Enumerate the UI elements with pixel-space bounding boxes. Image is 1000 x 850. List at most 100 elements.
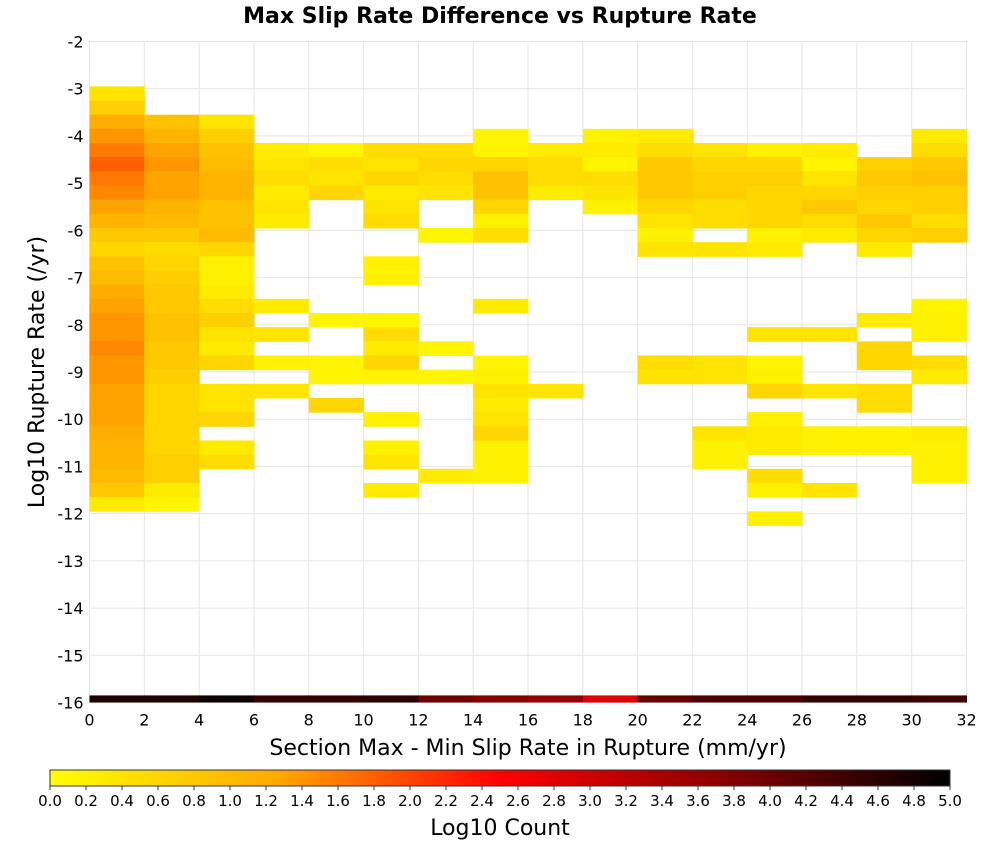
x-axis-ticks: 0 2 4 6 8 10 12 14 16 18 20 22 24 26 28 30 32 [84, 711, 976, 730]
x-tick-label: 6 [249, 711, 259, 730]
colorbar-tick-label: 4.2 [794, 792, 818, 810]
heatmap-cell [308, 143, 365, 158]
heatmap-cell [747, 171, 803, 187]
heatmap-cell [363, 341, 419, 356]
heatmap-cell [528, 185, 584, 201]
heatmap-cell [473, 185, 529, 201]
heatmap-cell [911, 227, 967, 243]
heatmap-cell [363, 412, 419, 427]
heatmap-cell [747, 185, 803, 201]
heatmap-cell [89, 383, 145, 399]
heatmap-cell [473, 128, 529, 144]
heatmap-cell [473, 143, 529, 158]
heatmap-cell [89, 298, 145, 314]
colorbar-tick-label: 0.2 [74, 792, 98, 810]
heatmap-cell [637, 242, 693, 257]
heatmap-cell [856, 227, 913, 243]
heatmap-cell [199, 157, 255, 172]
x-tick-label: 16 [518, 711, 538, 730]
heatmap-cell [747, 227, 803, 243]
colorbar-tick-label: 1.4 [290, 792, 314, 810]
colorbar [49, 769, 951, 787]
heatmap-cell [747, 199, 803, 215]
heatmap-cell [856, 199, 913, 215]
heatmap-cell [253, 383, 310, 399]
heatmap-cell [144, 227, 200, 243]
heatmap-cell [89, 100, 145, 116]
heatmap-cell [802, 227, 858, 243]
colorbar-tick-label: 3.4 [650, 792, 674, 810]
heatmap-cell [637, 143, 693, 158]
heatmap-cell [747, 695, 803, 703]
heatmap-cell [747, 426, 803, 441]
heatmap-cell [199, 695, 255, 703]
heatmap-cell [528, 383, 584, 399]
heatmap-cell [144, 426, 200, 441]
heatmap-cell [911, 426, 967, 441]
heatmap-cell [418, 171, 474, 187]
y-tick-label: -11 [57, 457, 83, 476]
heatmap-cell [418, 157, 474, 172]
heatmap-cell [418, 227, 474, 243]
heatmap-cell [473, 440, 529, 456]
heatmap-cell [89, 185, 145, 201]
heatmap-cell [363, 270, 419, 286]
heatmap-cell [308, 695, 365, 703]
heatmap-cell [747, 440, 803, 456]
heatmap-cell [144, 157, 200, 172]
heatmap-cell [856, 185, 913, 201]
y-tick-label: -5 [68, 174, 84, 193]
heatmap-cell [199, 143, 255, 158]
heatmap-cell [692, 242, 748, 257]
heatmap-cell [582, 171, 639, 187]
x-axis-label: Section Max - Min Slip Rate in Rupture (… [269, 736, 786, 761]
heatmap-cell [911, 199, 967, 215]
colorbar-tick-label: 0.4 [110, 792, 134, 810]
heatmap-cell [144, 284, 200, 300]
colorbar-tick-label: 4.6 [866, 792, 890, 810]
heatmap-cell [144, 482, 200, 498]
colorbar-tick-label: 3.2 [614, 792, 638, 810]
heatmap-cell [856, 383, 913, 399]
heatmap-cell [473, 454, 529, 470]
heatmap-cell [199, 440, 255, 456]
heatmap-cell [911, 468, 967, 484]
y-axis-ticks: -2 -3 -4 -5 -6 -7 -8 -9 -10 -11 -12 -13 -14 -15 -16 [57, 33, 83, 713]
heatmap-cell [199, 185, 255, 201]
colorbar-tick-label: 2.8 [542, 792, 566, 810]
heatmap-cell [637, 185, 693, 201]
heatmap-cell [637, 369, 693, 385]
heatmap-cell [363, 171, 419, 187]
x-tick-label: 0 [84, 711, 94, 730]
heatmap-cell [802, 171, 858, 187]
heatmap-cell [418, 695, 474, 703]
heatmap-cell [856, 213, 913, 229]
heatmap-cell [418, 468, 474, 484]
heatmap-cell [637, 157, 693, 172]
heatmap-cell [692, 426, 748, 441]
heatmap-cell [528, 171, 584, 187]
heatmap-cell [802, 440, 858, 456]
heatmap-cell [911, 185, 967, 201]
heatmap-cell [308, 185, 365, 201]
heatmap-cell [308, 312, 365, 328]
colorbar-tick-label: 1.0 [218, 792, 242, 810]
heatmap-cell [856, 341, 913, 356]
colorbar-tick-label: 5.0 [938, 792, 962, 810]
heatmap-cell [911, 454, 967, 470]
heatmap-cell [253, 355, 310, 371]
heatmap-cell [89, 171, 145, 187]
y-tick-label: -2 [68, 33, 84, 52]
y-axis-label: Log10 Rupture Rate (/yr) [25, 236, 50, 508]
x-tick-label: 28 [847, 711, 867, 730]
heatmap-cell [89, 242, 145, 257]
heatmap-cell [747, 468, 803, 484]
heatmap-cell [144, 440, 200, 456]
heatmap-cell [802, 213, 858, 229]
heatmap-cell [144, 468, 200, 484]
x-tick-label: 30 [902, 711, 922, 730]
heatmap-cell [89, 256, 145, 271]
heatmap-cell [637, 128, 693, 144]
heatmap-cell [144, 256, 200, 271]
heatmap-cell [582, 128, 639, 144]
